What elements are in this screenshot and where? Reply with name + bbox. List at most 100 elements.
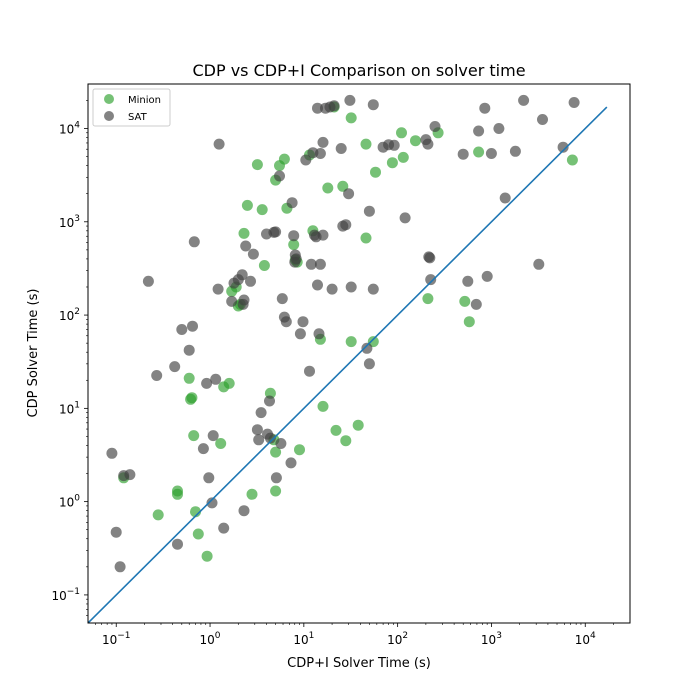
- sat-point: [286, 197, 298, 209]
- minion-point: [270, 485, 282, 497]
- sat-point: [509, 145, 521, 157]
- minion-point: [215, 438, 227, 449]
- sat-point: [106, 447, 118, 459]
- x-axis-ticks: 10−1 100 101 102 103 104: [95, 623, 614, 647]
- minion-point: [238, 227, 250, 239]
- sat-point: [493, 123, 505, 134]
- sat-point: [314, 258, 326, 270]
- sat-point: [533, 258, 545, 270]
- minion-point: [337, 180, 349, 192]
- minion-point: [322, 182, 334, 194]
- minion-point: [386, 157, 398, 169]
- legend-marker-sat: [104, 111, 114, 121]
- minion-point: [278, 153, 290, 165]
- sat-point: [294, 328, 306, 340]
- x-tick-label: 100: [200, 631, 221, 647]
- y-tick-label: 100: [59, 494, 80, 510]
- y-tick-label: 104: [59, 121, 80, 137]
- sat-point: [172, 538, 183, 550]
- sat-point: [305, 258, 317, 270]
- sat-point: [345, 281, 357, 293]
- x-axis-label: CDP+I Solver Time (s): [287, 656, 431, 671]
- x-tick-label: 101: [293, 631, 314, 647]
- sat-point: [557, 141, 569, 153]
- reference-line-layer: [88, 106, 608, 623]
- legend: Minion SAT: [92, 88, 171, 127]
- minion-point: [246, 488, 258, 500]
- sat-point: [213, 138, 225, 150]
- sat-point: [151, 370, 163, 381]
- sat-point: [142, 275, 154, 287]
- y-tick-label: 102: [59, 307, 80, 323]
- sat-point: [280, 316, 292, 328]
- sat-point: [367, 283, 379, 295]
- sat-point: [481, 270, 493, 282]
- sat-point: [110, 526, 122, 538]
- minion-point: [294, 444, 305, 456]
- sat-point: [518, 94, 530, 106]
- minion-point: [251, 159, 263, 171]
- sat-point: [367, 99, 379, 111]
- y-tick-label: 101: [59, 400, 80, 416]
- sat-point: [317, 229, 329, 241]
- sat-point: [218, 522, 230, 534]
- sat-point: [236, 269, 248, 281]
- x-tick-label: 10−1: [102, 631, 131, 647]
- plot-frame: [87, 83, 631, 624]
- minion-point: [459, 295, 471, 307]
- sat-point: [270, 226, 282, 238]
- minion-point: [410, 135, 421, 147]
- x-tick-label: 103: [481, 631, 502, 647]
- sat-point: [240, 240, 252, 252]
- minion-point: [183, 372, 195, 384]
- sat-point: [275, 438, 287, 449]
- sat-point: [274, 170, 285, 182]
- diagonal-reference-line: [88, 106, 608, 623]
- minion-point: [223, 377, 235, 389]
- sat-point: [312, 279, 323, 291]
- sat-point: [304, 365, 315, 377]
- sat-point: [212, 283, 224, 295]
- y-axis-ticks: 10−1 100 101 102 103 104: [51, 100, 88, 616]
- sat-point: [335, 143, 347, 154]
- sat-point: [312, 102, 323, 114]
- sat-point: [247, 248, 259, 260]
- sat-point: [210, 373, 222, 385]
- sat-point: [326, 283, 338, 295]
- sat-point: [363, 205, 375, 217]
- minion-point: [186, 392, 198, 404]
- sat-point: [270, 472, 282, 484]
- minion-point: [188, 430, 200, 442]
- sat-point: [499, 192, 511, 204]
- minion-point: [317, 400, 329, 412]
- sat-point: [343, 188, 355, 200]
- sat-point: [253, 434, 265, 446]
- minion-point: [397, 151, 409, 163]
- sat-point: [169, 361, 181, 373]
- sat-point: [485, 148, 497, 159]
- sat-point: [328, 100, 340, 112]
- minion-point: [201, 550, 213, 562]
- minion-point: [473, 146, 485, 158]
- sat-point: [183, 344, 195, 356]
- minion-point: [463, 316, 475, 328]
- minion-point: [396, 127, 407, 139]
- sat-point: [124, 469, 136, 481]
- y-tick-label: 103: [59, 214, 80, 230]
- sat-point: [317, 136, 329, 148]
- legend-label-sat: SAT: [128, 112, 148, 123]
- sat-point: [226, 295, 238, 307]
- sat-point: [264, 432, 276, 444]
- legend-label-minion: Minion: [128, 95, 161, 106]
- minion-point: [152, 509, 164, 521]
- minion-point: [360, 232, 372, 244]
- y-axis-label: CDP Solver Time (s): [26, 289, 41, 418]
- legend-marker-minion: [104, 94, 114, 104]
- x-tick-label: 104: [575, 631, 596, 647]
- sat-point: [361, 342, 373, 354]
- sat-point: [245, 275, 256, 287]
- sat-point: [206, 497, 218, 509]
- sat-point: [285, 457, 297, 469]
- sat-point: [297, 316, 309, 328]
- sat-point: [429, 121, 441, 132]
